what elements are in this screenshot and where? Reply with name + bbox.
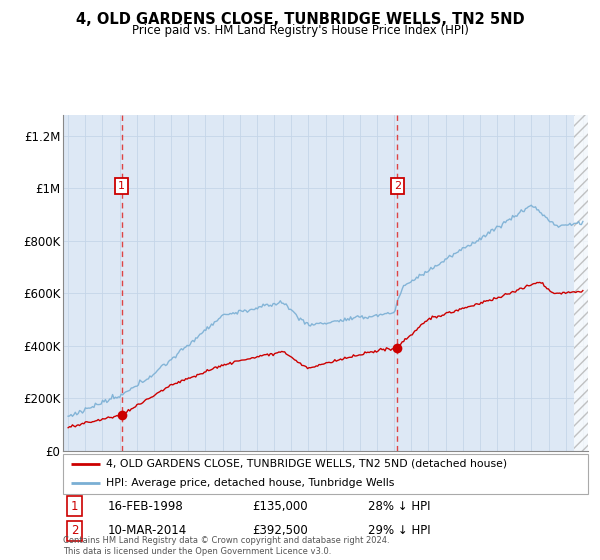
Text: 1: 1 bbox=[118, 181, 125, 190]
FancyBboxPatch shape bbox=[63, 454, 588, 494]
Text: 1: 1 bbox=[71, 500, 78, 513]
Text: 16-FEB-1998: 16-FEB-1998 bbox=[107, 500, 184, 513]
Text: 2: 2 bbox=[71, 524, 78, 538]
Text: Price paid vs. HM Land Registry's House Price Index (HPI): Price paid vs. HM Land Registry's House … bbox=[131, 24, 469, 37]
Text: £392,500: £392,500 bbox=[252, 524, 308, 538]
Text: HPI: Average price, detached house, Tunbridge Wells: HPI: Average price, detached house, Tunb… bbox=[106, 478, 394, 488]
Text: Contains HM Land Registry data © Crown copyright and database right 2024.
This d: Contains HM Land Registry data © Crown c… bbox=[63, 536, 389, 556]
Text: 10-MAR-2014: 10-MAR-2014 bbox=[107, 524, 187, 538]
Text: 28% ↓ HPI: 28% ↓ HPI bbox=[367, 500, 430, 513]
Bar bbox=[574, 115, 592, 451]
Text: 2: 2 bbox=[394, 181, 401, 190]
Text: 29% ↓ HPI: 29% ↓ HPI bbox=[367, 524, 430, 538]
Text: £135,000: £135,000 bbox=[252, 500, 308, 513]
Text: 4, OLD GARDENS CLOSE, TUNBRIDGE WELLS, TN2 5ND: 4, OLD GARDENS CLOSE, TUNBRIDGE WELLS, T… bbox=[76, 12, 524, 27]
Text: 4, OLD GARDENS CLOSE, TUNBRIDGE WELLS, TN2 5ND (detached house): 4, OLD GARDENS CLOSE, TUNBRIDGE WELLS, T… bbox=[106, 459, 507, 469]
